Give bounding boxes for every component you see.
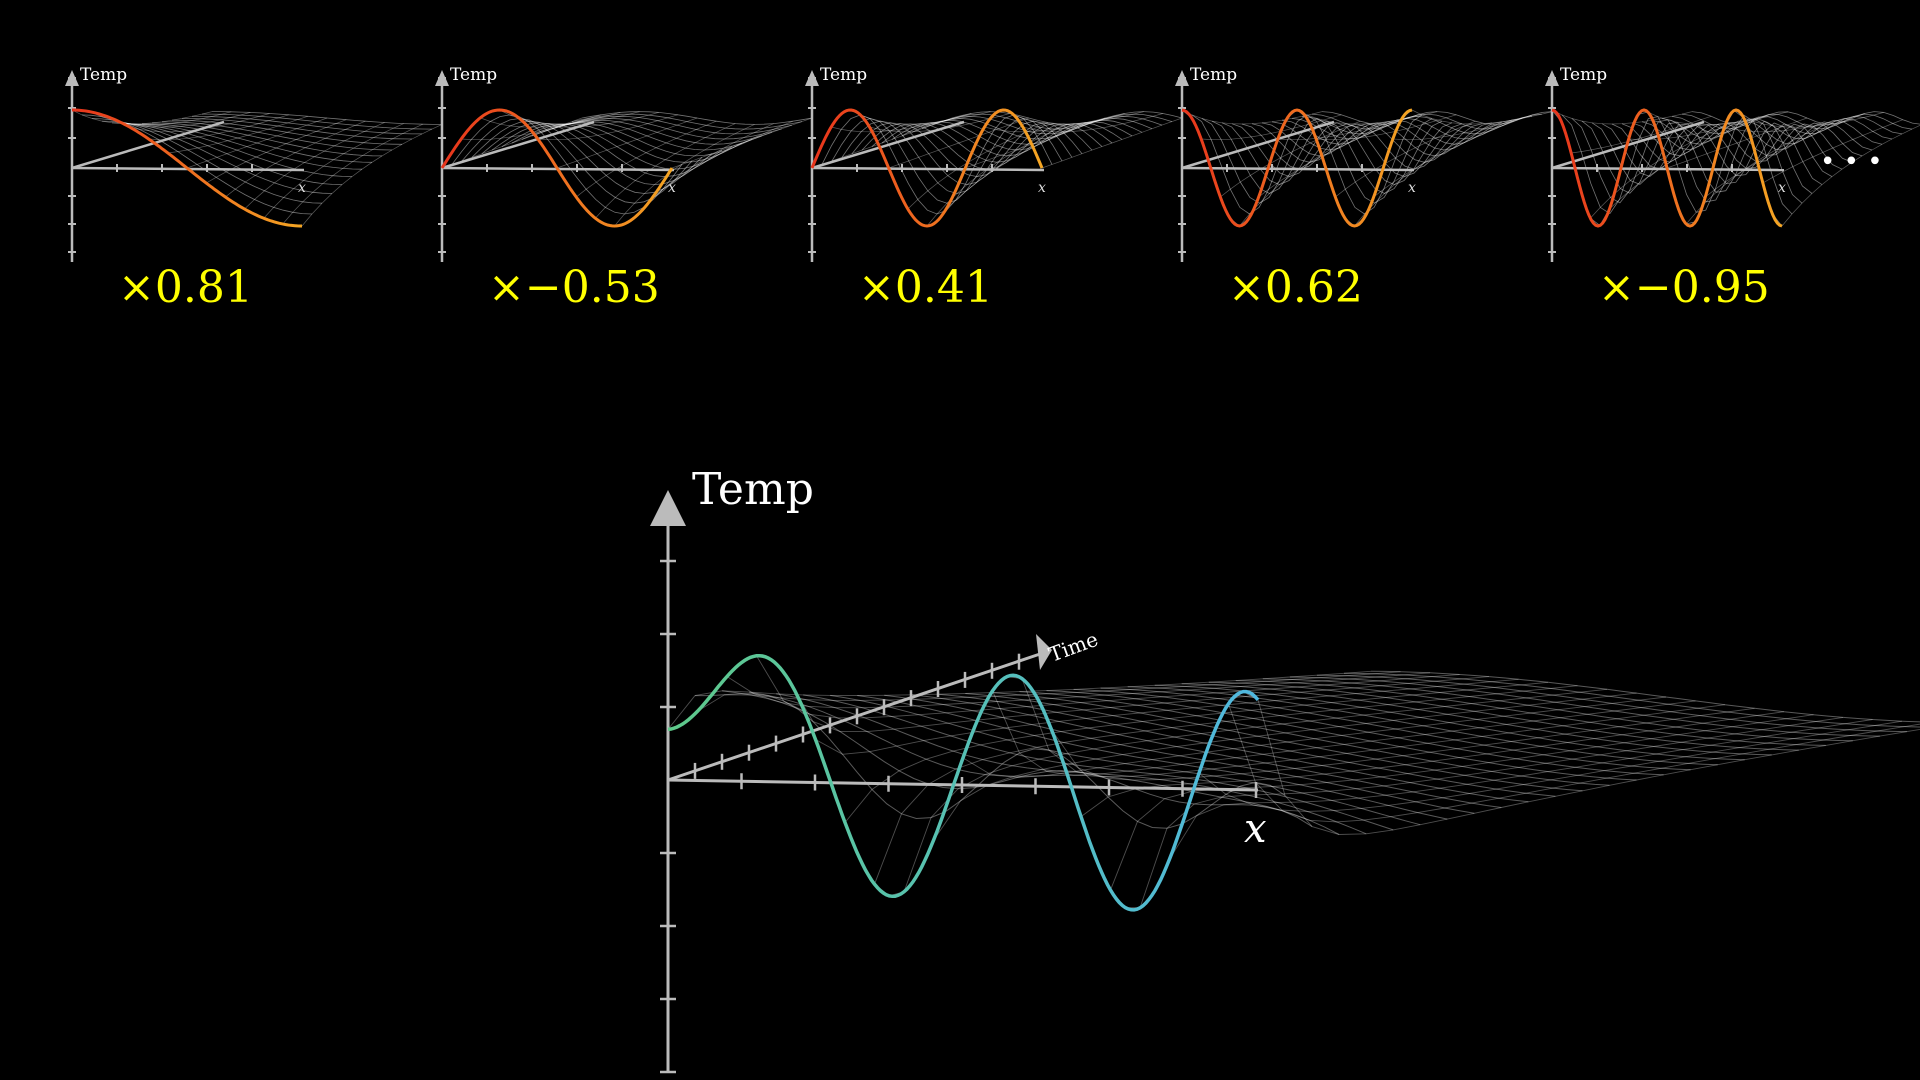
thumbnail-x-label: x [1408, 180, 1416, 196]
thumbnail-temp-label: Temp [450, 65, 497, 85]
thumbnail-coefficient: ×−0.95 [1598, 262, 1770, 313]
thumbnail-mode-curve [1181, 108, 1413, 228]
thumbnail-coefficient: ×−0.53 [488, 262, 660, 313]
thumbnail-x-label: x [668, 180, 676, 196]
thumbnail-x-label: x [298, 180, 306, 196]
main-axes [660, 520, 1259, 1074]
thumbnail-mode-curve [72, 108, 302, 228]
thumbnail-temp-label: Temp [1190, 65, 1237, 85]
thumbnail-coefficient: ×0.41 [858, 262, 993, 313]
main-heat-plot: Temp x Time [650, 464, 1920, 1074]
thumbnail-time-axis [71, 120, 225, 170]
thumbnail-x-axis [811, 166, 1045, 172]
thumbnail-mode-curve [440, 108, 674, 228]
thumbnail-x-axis [1181, 166, 1415, 172]
thumbnail-temp-label: Temp [820, 65, 867, 85]
thumbnail-temp-label: Temp [80, 65, 127, 85]
temp-axis-arrow-icon [650, 490, 686, 526]
initial-temperature-curve [667, 653, 1260, 912]
more-terms-ellipsis: • • • [1820, 147, 1883, 177]
thumbnail-coefficient: ×0.81 [118, 262, 253, 313]
time-axis-label: Time [1046, 627, 1102, 667]
thumbnail-coefficient: ×0.62 [1228, 262, 1363, 313]
fourier-term-thumbnails: Temp x ×0.81 Temp x ×−0.53 Temp x ×0.41 Temp x ×0.6… [65, 65, 1920, 313]
thumbnail-term-5: Temp x ×−0.95 [1545, 65, 1920, 313]
thumbnail-mesh [1551, 109, 1920, 227]
main-time-axis [667, 652, 1041, 782]
thumbnail-term-2: Temp x ×−0.53 [435, 65, 813, 313]
thumbnail-mode-curve [810, 108, 1044, 228]
thumbnail-mesh [71, 109, 443, 227]
thumbnail-time-axis [441, 120, 595, 170]
thumbnail-x-label: x [1778, 180, 1786, 196]
thumbnail-mode-curve [1551, 108, 1783, 228]
thumbnail-time-axis [811, 120, 965, 170]
thumbnail-mesh [1181, 109, 1553, 227]
time-axis-arrow-icon [1036, 634, 1052, 670]
temp-axis-label: Temp [692, 464, 814, 515]
x-axis-label: x [1244, 806, 1267, 852]
thumbnail-x-label: x [1038, 180, 1046, 196]
thumbnail-temp-label: Temp [1560, 65, 1607, 85]
thumbnail-term-1: Temp x ×0.81 [65, 65, 443, 313]
thumbnail-term-4: Temp x ×0.62 [1175, 65, 1553, 313]
thumbnail-term-3: Temp x ×0.41 [805, 65, 1183, 313]
